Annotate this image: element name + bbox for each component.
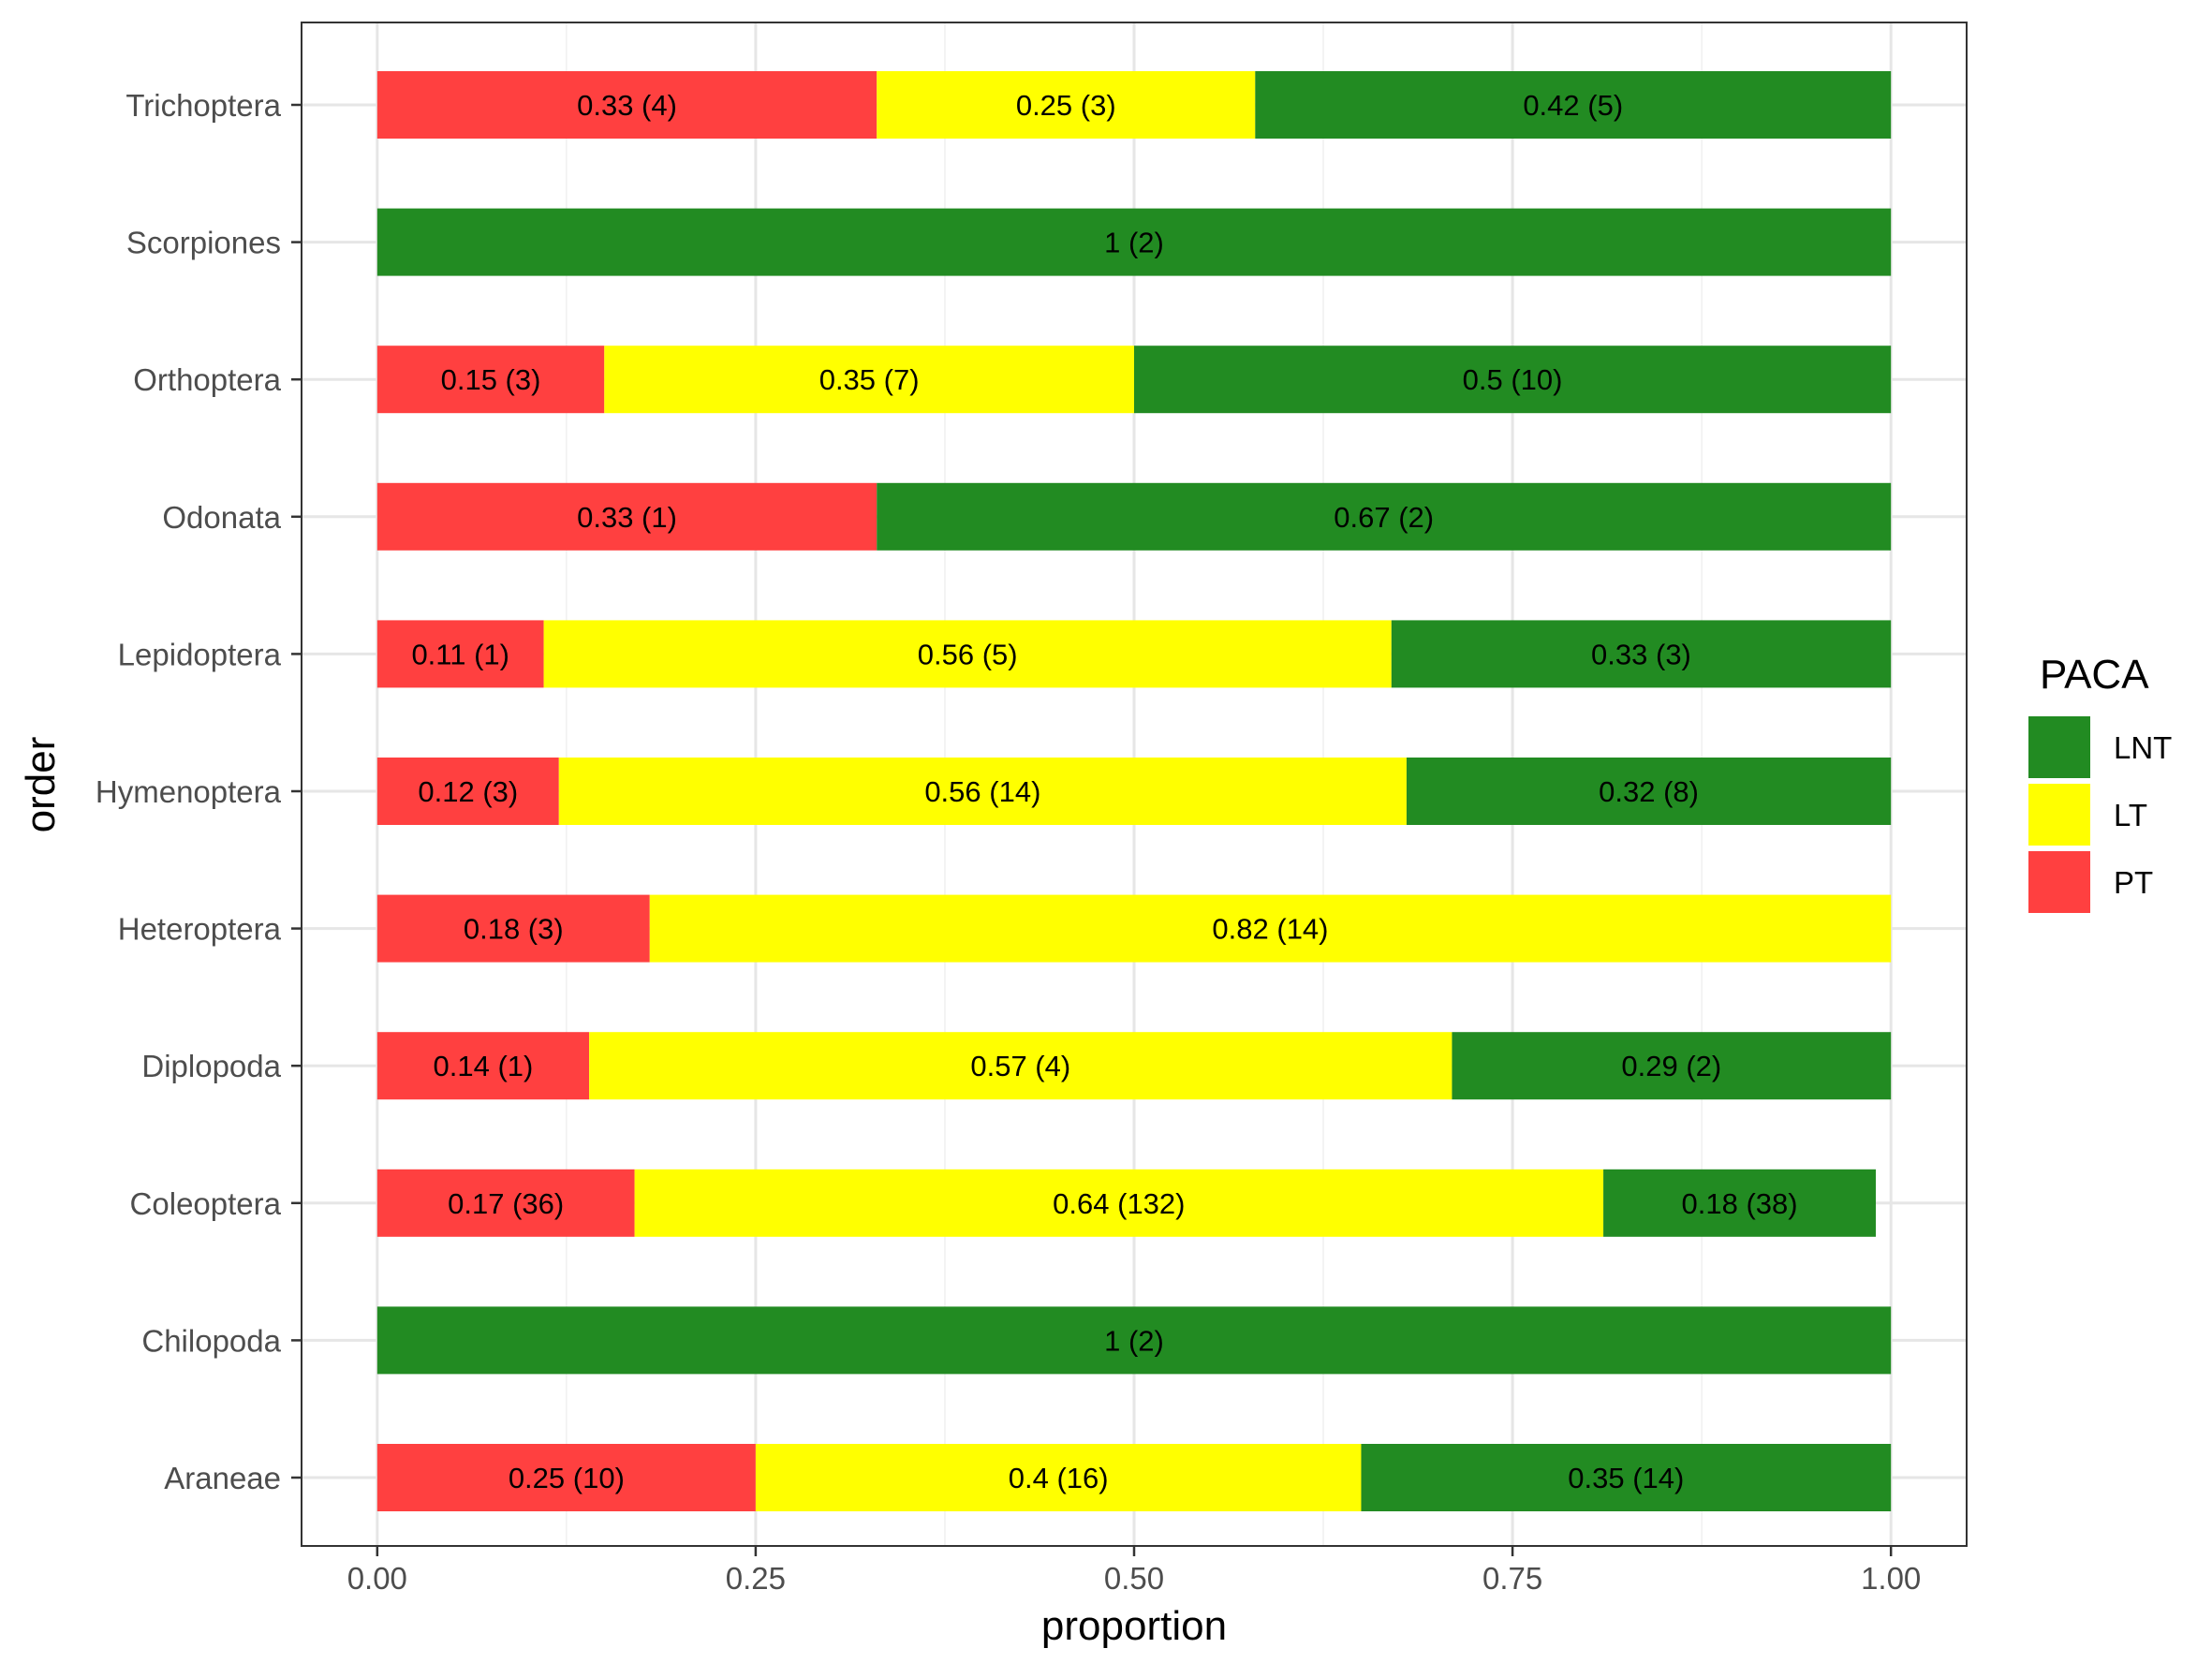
data-label: 0.33 (1) <box>577 501 677 534</box>
y-axis: Araneae Chilopoda Coleoptera Diplopoda Heter… <box>96 88 302 1495</box>
x-tick-label: 0.00 <box>347 1561 407 1596</box>
bar-segment-lt <box>558 758 1407 825</box>
data-label: 0.64 (132) <box>1053 1187 1185 1220</box>
y-tick-label: Orthoptera <box>133 362 281 397</box>
bar-segment-pt <box>376 758 559 825</box>
data-label: 0.42 (5) <box>1523 89 1623 122</box>
legend-key-lt <box>2028 784 2090 846</box>
y-tick-label: Coleoptera <box>130 1186 282 1221</box>
y-tick-label: Scorpiones <box>126 226 281 260</box>
x-axis: 0.00 0.25 0.50 0.75 1.00 <box>347 1546 1921 1596</box>
bar-segment-pt <box>376 1444 756 1511</box>
bar-segment-lnt <box>376 1306 1892 1375</box>
bar-segments <box>376 71 1892 1511</box>
bar-segment-pt <box>376 1032 590 1100</box>
bar-segment-lnt <box>1134 346 1892 414</box>
y-tick-label: Hymenoptera <box>96 774 282 809</box>
bar-segment-lt <box>634 1169 1604 1237</box>
bar-segment-pt <box>376 894 650 963</box>
bar-labels: 0.25 (10) 0.4 (16) 0.35 (14) 1 (2) 0.17 (36)… <box>411 89 1797 1494</box>
data-label: 0.56 (14) <box>924 775 1040 808</box>
data-label: 0.25 (10) <box>509 1462 625 1494</box>
bar-segment-lnt <box>376 208 1892 276</box>
data-label: 0.14 (1) <box>434 1050 534 1082</box>
data-label: 0.32 (8) <box>1599 775 1699 808</box>
y-tick-label: Heteroptera <box>118 912 282 947</box>
legend-label: LNT <box>2114 730 2172 765</box>
data-label: 1 (2) <box>1104 227 1164 259</box>
legend-label: LT <box>2114 798 2147 832</box>
data-label: 0.15 (3) <box>441 363 541 396</box>
data-label: 0.57 (4) <box>970 1050 1070 1082</box>
bar-segment-pt <box>376 1169 635 1237</box>
data-label: 0.25 (3) <box>1016 89 1116 122</box>
bar-segment-pt <box>376 482 877 551</box>
bar-segment-lt <box>877 71 1256 139</box>
data-label: 0.11 (1) <box>411 638 509 670</box>
bar-segment-lt <box>543 620 1392 688</box>
legend-key-pt <box>2028 851 2090 913</box>
data-label: 0.35 (7) <box>819 363 920 396</box>
data-label: 1 (2) <box>1104 1324 1164 1357</box>
bar-segment-lnt <box>1603 1169 1877 1237</box>
x-tick-label: 1.00 <box>1861 1561 1921 1596</box>
bar-segment-pt <box>376 620 544 688</box>
bar-segment-lnt <box>1452 1032 1892 1100</box>
bar-segment-lnt <box>1391 620 1892 688</box>
data-label: 0.12 (3) <box>418 775 518 808</box>
data-label: 0.17 (36) <box>448 1187 564 1220</box>
data-label: 0.67 (2) <box>1334 501 1434 534</box>
data-label: 0.33 (3) <box>1591 638 1691 670</box>
bar-segment-pt <box>376 346 605 414</box>
x-tick-label: 0.25 <box>726 1561 786 1596</box>
legend-label: PT <box>2114 865 2153 900</box>
y-tick-label: Odonata <box>162 500 281 535</box>
legend-key-lnt <box>2028 716 2090 778</box>
bar-segment-lt <box>604 346 1134 414</box>
bar-segment-lnt <box>1361 1444 1892 1511</box>
data-label: 0.82 (14) <box>1212 913 1328 946</box>
y-tick-label: Lepidoptera <box>118 637 282 671</box>
y-tick-label: Trichoptera <box>125 88 281 123</box>
data-label: 0.35 (14) <box>1568 1462 1684 1494</box>
bar-segment-lnt <box>1406 758 1892 825</box>
legend-title: PACA <box>2040 652 2149 698</box>
bar-segment-pt <box>376 71 877 139</box>
bar-segment-lnt <box>877 482 1892 551</box>
data-label: 0.18 (38) <box>1682 1187 1798 1220</box>
bar-segment-lt <box>649 894 1892 963</box>
data-label: 0.18 (3) <box>464 913 564 946</box>
x-tick-label: 0.75 <box>1482 1561 1542 1596</box>
bar-segment-lnt <box>1255 71 1892 139</box>
data-label: 0.5 (10) <box>1463 363 1563 396</box>
legend: PACA LNT LT PT <box>2028 652 2172 913</box>
data-label: 0.29 (2) <box>1621 1050 1721 1082</box>
x-tick-label: 0.50 <box>1104 1561 1164 1596</box>
y-tick-label: Diplopoda <box>141 1049 281 1083</box>
y-tick-label: Chilopoda <box>141 1323 281 1358</box>
bar-segment-lt <box>589 1032 1453 1100</box>
y-axis-title: order <box>18 737 64 833</box>
x-axis-title: proportion <box>1041 1603 1227 1649</box>
bar-segment-lt <box>755 1444 1362 1511</box>
data-label: 0.4 (16) <box>1009 1462 1109 1494</box>
data-label: 0.56 (5) <box>918 638 1018 670</box>
data-label: 0.33 (4) <box>577 89 677 122</box>
y-tick-label: Araneae <box>164 1461 281 1495</box>
